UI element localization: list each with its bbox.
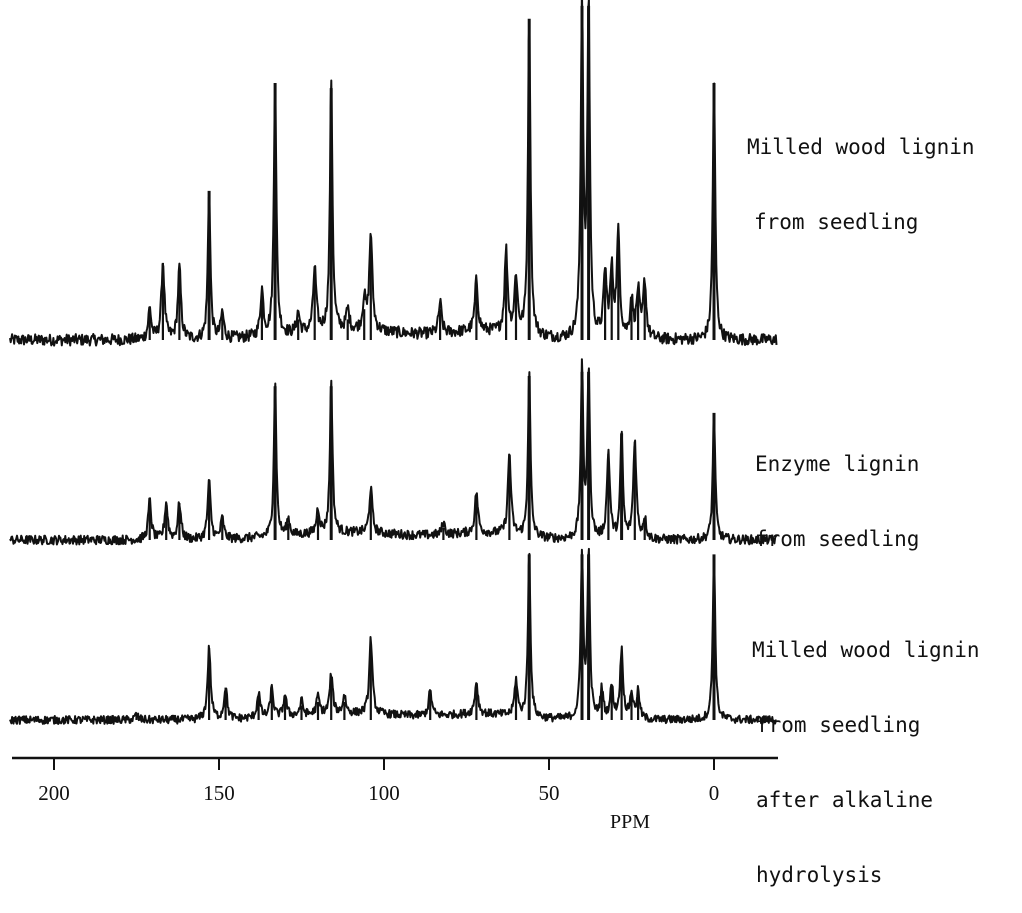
spectrum-label-enzyme-lignin: Enzyme lignin from seedling: [755, 402, 919, 577]
label-line: Milled wood lignin: [752, 638, 980, 662]
spectrum-line: [9, 0, 778, 347]
label-line: from seedling: [754, 210, 919, 234]
x-tick-label: 0: [709, 781, 720, 805]
label-line: after alkaline: [756, 788, 934, 812]
spectrum-line: [9, 547, 777, 725]
label-line: from seedling: [755, 527, 920, 551]
x-tick-label: 150: [203, 781, 235, 805]
spectra-layer: [9, 0, 778, 725]
x-axis: PPM 200 150 100 50 0: [12, 756, 778, 832]
x-tick-label: 50: [539, 781, 560, 805]
spectrum-label-milled-wood-lignin: Milled wood lignin from seedling: [747, 85, 975, 260]
x-tick-label: 200: [38, 781, 70, 805]
label-line: Enzyme lignin: [755, 452, 920, 476]
spectrum-label-after-alkaline-hydrolysis: Milled wood lignin from seedling after a…: [752, 588, 980, 913]
label-line: Milled wood lignin: [747, 135, 975, 159]
label-line: from seedling: [756, 713, 921, 737]
x-axis-label: PPM: [610, 811, 650, 832]
nmr-spectra-figure: PPM 200 150 100 50 0: [9, 0, 778, 832]
spectrum-1: [9, 0, 778, 347]
label-line: hydrolysis: [756, 863, 883, 887]
spectrum-2: [9, 358, 778, 546]
spectrum-3: [9, 547, 777, 725]
spectrum-line: [9, 358, 778, 546]
x-tick-label: 100: [368, 781, 400, 805]
